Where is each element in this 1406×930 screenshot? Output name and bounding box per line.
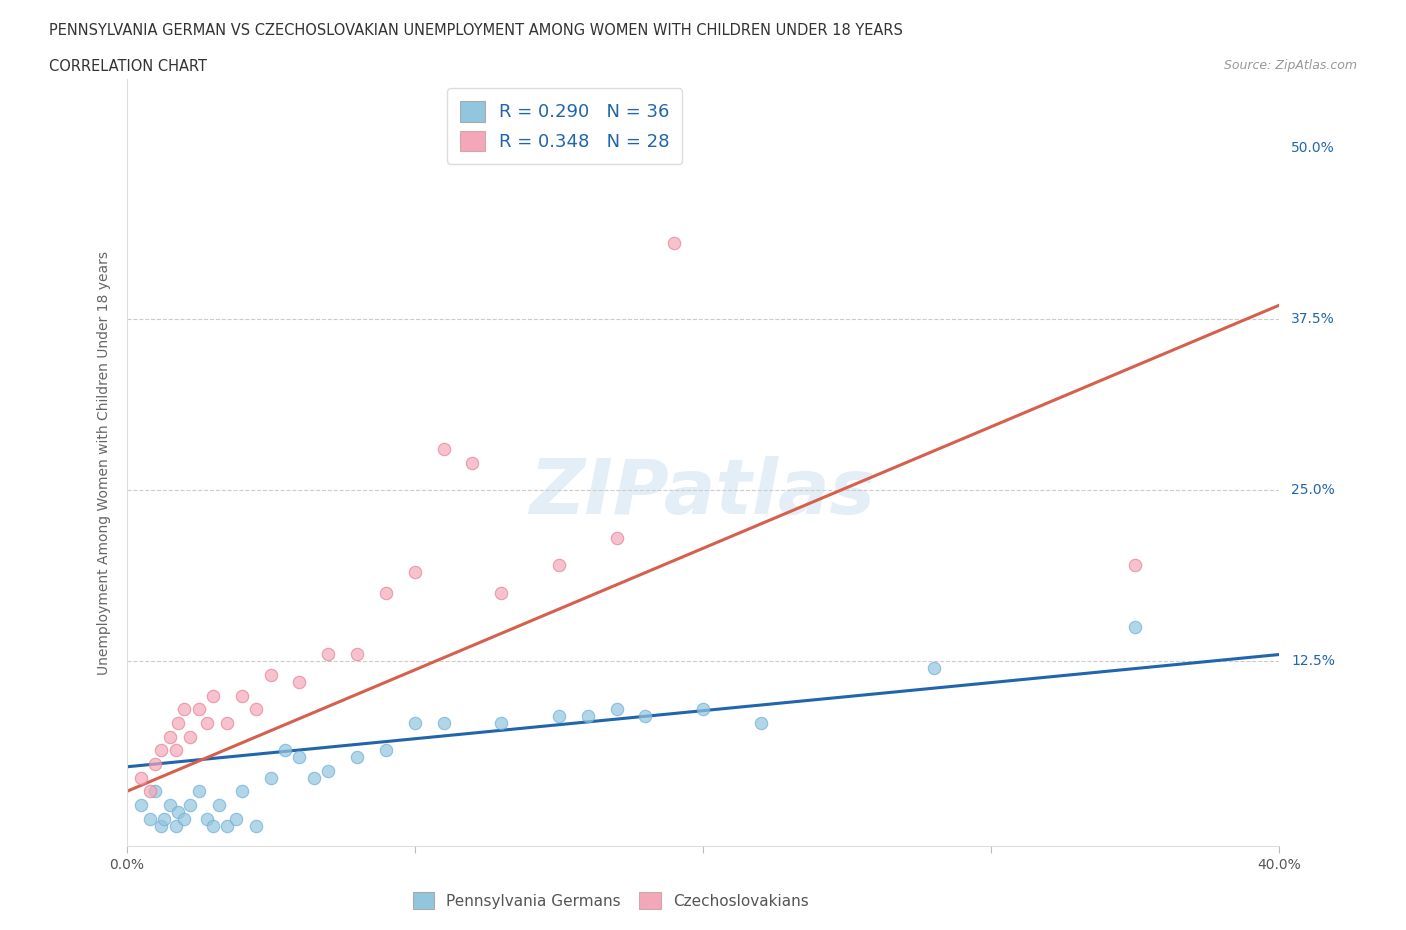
Point	[245, 702, 267, 717]
Point	[664, 236, 686, 251]
Point	[187, 784, 209, 799]
Point	[217, 715, 239, 730]
Point	[138, 812, 160, 827]
Text: ZIPatlas: ZIPatlas	[530, 457, 876, 530]
Point	[150, 818, 173, 833]
Point	[274, 743, 297, 758]
Point	[1123, 558, 1146, 573]
Text: 37.5%: 37.5%	[1291, 312, 1334, 326]
Point	[225, 812, 247, 827]
Point	[922, 660, 945, 675]
Y-axis label: Unemployment Among Women with Children Under 18 years: Unemployment Among Women with Children U…	[97, 251, 111, 674]
Text: PENNSYLVANIA GERMAN VS CZECHOSLOVAKIAN UNEMPLOYMENT AMONG WOMEN WITH CHILDREN UN: PENNSYLVANIA GERMAN VS CZECHOSLOVAKIAN U…	[49, 23, 903, 38]
Point	[318, 764, 340, 778]
Legend: Pennsylvania Germans, Czechoslovakians: Pennsylvania Germans, Czechoslovakians	[406, 885, 815, 915]
Point	[576, 709, 599, 724]
Point	[433, 715, 456, 730]
Point	[153, 812, 176, 827]
Point	[231, 688, 253, 703]
Point	[259, 668, 281, 683]
Text: 25.0%: 25.0%	[1291, 483, 1334, 497]
Point	[1123, 619, 1146, 634]
Point	[634, 709, 657, 724]
Point	[692, 702, 714, 717]
Point	[187, 702, 209, 717]
Point	[165, 818, 187, 833]
Text: 50.0%: 50.0%	[1291, 140, 1334, 154]
Point	[202, 818, 225, 833]
Point	[179, 729, 201, 744]
Point	[605, 531, 627, 546]
Point	[288, 750, 311, 764]
Point	[404, 715, 426, 730]
Point	[346, 750, 368, 764]
Point	[150, 743, 173, 758]
Point	[159, 798, 181, 813]
Point	[489, 585, 512, 600]
Point	[145, 757, 166, 772]
Point	[548, 558, 571, 573]
Point	[302, 770, 325, 785]
Point	[138, 784, 160, 799]
Point	[167, 804, 190, 819]
Point	[489, 715, 512, 730]
Point	[145, 784, 166, 799]
Point	[129, 798, 152, 813]
Point	[433, 442, 456, 457]
Point	[548, 709, 571, 724]
Point	[173, 702, 195, 717]
Point	[288, 674, 311, 689]
Point	[217, 818, 239, 833]
Point	[374, 743, 398, 758]
Point	[318, 647, 340, 662]
Text: Source: ZipAtlas.com: Source: ZipAtlas.com	[1223, 59, 1357, 72]
Point	[202, 688, 225, 703]
Point	[173, 812, 195, 827]
Point	[461, 456, 484, 471]
Point	[231, 784, 253, 799]
Text: 12.5%: 12.5%	[1291, 655, 1334, 669]
Point	[346, 647, 368, 662]
Point	[245, 818, 267, 833]
Point	[129, 770, 152, 785]
Point	[179, 798, 201, 813]
Point	[749, 715, 772, 730]
Point	[208, 798, 231, 813]
Point	[195, 715, 218, 730]
Point	[165, 743, 187, 758]
Point	[159, 729, 181, 744]
Point	[374, 585, 398, 600]
Text: CORRELATION CHART: CORRELATION CHART	[49, 59, 207, 73]
Point	[259, 770, 281, 785]
Point	[605, 702, 627, 717]
Point	[195, 812, 218, 827]
Point	[404, 565, 426, 579]
Point	[167, 715, 190, 730]
